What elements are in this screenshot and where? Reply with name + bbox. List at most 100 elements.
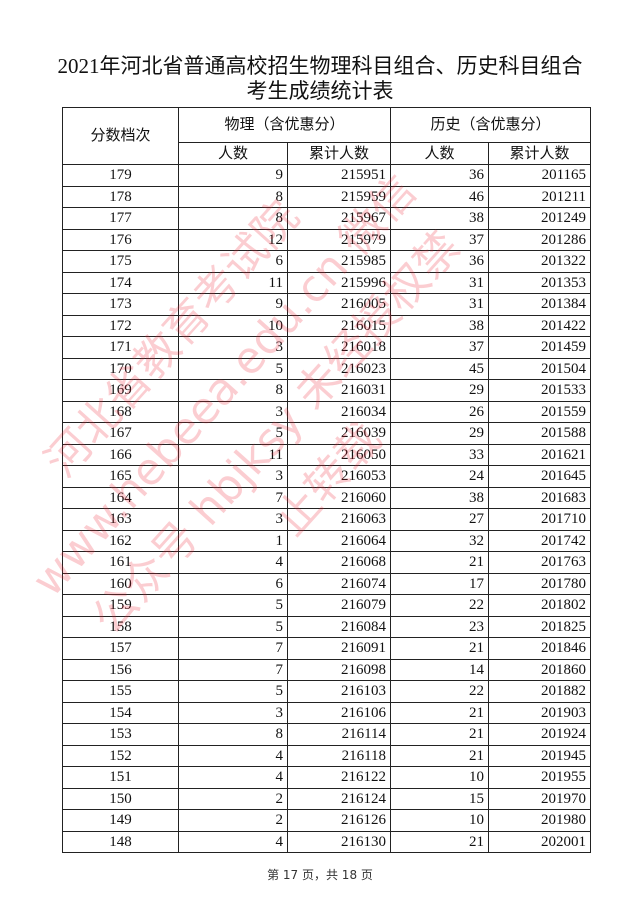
cell-history-count: 36 [390,164,490,187]
header-score: 分数档次 [62,107,179,165]
cell-history-count: 22 [390,594,490,617]
cell-physics-cumulative: 216084 [286,615,392,638]
cell-history-cumulative: 201559 [488,400,592,423]
cell-score: 153 [62,723,179,746]
table-row: 174 11 215996 31 201353 [62,271,592,294]
table-row: 155 5 216103 22 201882 [62,680,592,703]
table-row: 170 5 216023 45 201504 [62,357,592,380]
cell-history-cumulative: 201422 [488,314,592,337]
cell-score: 160 [62,572,179,595]
cell-physics-count: 8 [178,207,288,230]
cell-history-count: 27 [390,508,490,531]
cell-physics-cumulative: 216068 [286,551,392,574]
cell-physics-count: 5 [178,594,288,617]
header-physics-count: 人数 [178,142,288,165]
cell-score: 156 [62,658,179,681]
cell-physics-cumulative: 216103 [286,680,392,703]
cell-history-count: 36 [390,250,490,273]
document-subtitle: 考生成绩统计表 [246,79,394,103]
cell-physics-count: 4 [178,830,288,853]
cell-physics-count: 3 [178,465,288,488]
cell-physics-cumulative: 215996 [286,271,392,294]
cell-history-cumulative: 201955 [488,766,592,789]
table-row: 161 4 216068 21 201763 [62,551,592,574]
cell-physics-cumulative: 216023 [286,357,392,380]
cell-score: 169 [62,379,179,402]
cell-history-count: 21 [390,637,490,660]
cell-physics-count: 9 [178,293,288,316]
cell-history-cumulative: 201846 [488,637,592,660]
table-row: 157 7 216091 21 201846 [62,637,592,660]
cell-score: 174 [62,271,179,294]
cell-history-count: 33 [390,443,490,466]
cell-physics-cumulative: 216018 [286,336,392,359]
cell-history-count: 38 [390,486,490,509]
cell-history-count: 38 [390,207,490,230]
cell-score: 149 [62,809,179,832]
cell-score: 157 [62,637,179,660]
cell-history-cumulative: 201780 [488,572,592,595]
cell-history-count: 23 [390,615,490,638]
cell-physics-cumulative: 216074 [286,572,392,595]
table-row: 166 11 216050 33 201621 [62,443,592,466]
cell-physics-cumulative: 216122 [286,766,392,789]
table-row: 153 8 216114 21 201924 [62,723,592,746]
cell-history-cumulative: 201742 [488,529,592,552]
cell-history-cumulative: 202001 [488,830,592,853]
cell-physics-count: 4 [178,766,288,789]
header-physics: 物理（含优惠分） [177,107,392,143]
cell-score: 166 [62,443,179,466]
cell-physics-cumulative: 216039 [286,422,392,445]
cell-physics-cumulative: 216064 [286,529,392,552]
cell-score: 155 [62,680,179,703]
cell-history-count: 37 [390,336,490,359]
cell-physics-cumulative: 216053 [286,465,392,488]
cell-physics-count: 2 [178,787,288,810]
cell-physics-cumulative: 216098 [286,658,392,681]
table-row: 171 3 216018 37 201459 [62,336,592,359]
cell-history-cumulative: 201621 [488,443,592,466]
cell-score: 151 [62,766,179,789]
cell-physics-count: 6 [178,572,288,595]
cell-physics-count: 7 [178,658,288,681]
cell-physics-cumulative: 215967 [286,207,392,230]
cell-history-count: 21 [390,830,490,853]
cell-history-count: 21 [390,701,490,724]
cell-physics-cumulative: 216060 [286,486,392,509]
table-row: 151 4 216122 10 201955 [62,766,592,789]
cell-history-cumulative: 201249 [488,207,592,230]
table-row: 173 9 216005 31 201384 [62,293,592,316]
cell-physics-cumulative: 215959 [286,185,392,208]
cell-physics-cumulative: 216118 [286,744,392,767]
table-row: 159 5 216079 22 201802 [62,594,592,617]
cell-history-cumulative: 201533 [488,379,592,402]
cell-physics-cumulative: 216114 [286,723,392,746]
cell-score: 158 [62,615,179,638]
header-physics-cumulative: 累计人数 [286,142,392,165]
cell-physics-count: 12 [178,228,288,251]
cell-history-count: 21 [390,744,490,767]
cell-history-cumulative: 201763 [488,551,592,574]
cell-history-count: 45 [390,357,490,380]
cell-physics-count: 3 [178,400,288,423]
cell-physics-count: 3 [178,508,288,531]
cell-physics-count: 3 [178,701,288,724]
cell-history-count: 21 [390,723,490,746]
cell-physics-cumulative: 216130 [286,830,392,853]
cell-score: 168 [62,400,179,423]
cell-history-count: 46 [390,185,490,208]
cell-history-cumulative: 201903 [488,701,592,724]
cell-score: 179 [62,164,179,187]
cell-history-cumulative: 201860 [488,658,592,681]
cell-score: 172 [62,314,179,337]
cell-physics-count: 8 [178,185,288,208]
table-row: 172 10 216015 38 201422 [62,314,592,337]
cell-history-count: 10 [390,809,490,832]
cell-score: 154 [62,701,179,724]
cell-physics-count: 10 [178,314,288,337]
cell-score: 161 [62,551,179,574]
table-row: 177 8 215967 38 201249 [62,207,592,230]
cell-history-count: 29 [390,379,490,402]
table-row: 150 2 216124 15 201970 [62,787,592,810]
table-row: 169 8 216031 29 201533 [62,379,592,402]
